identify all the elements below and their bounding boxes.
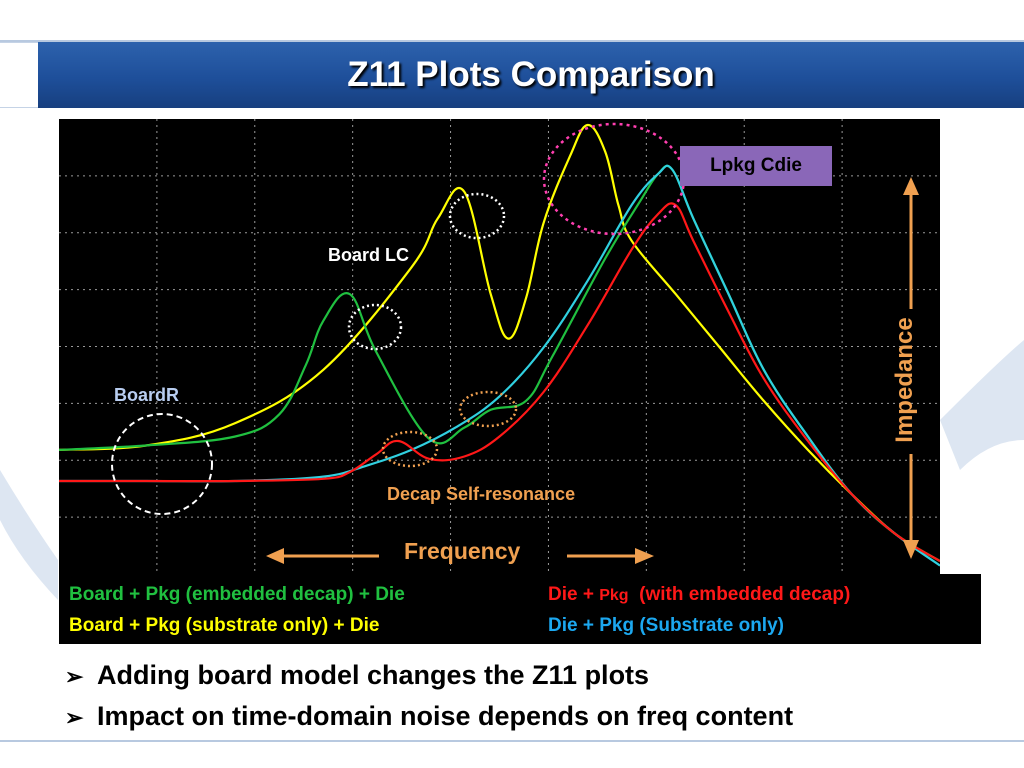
series-lines <box>59 123 940 567</box>
title-bar-left-panel <box>0 42 38 108</box>
lpkg-cdie-circle <box>542 122 686 236</box>
frequency-arrow <box>266 548 654 564</box>
top-rule <box>0 40 1024 42</box>
slide-title: Z11 Plots Comparison <box>347 55 715 94</box>
bullet-text: Impact on time-domain noise depends on f… <box>97 701 794 731</box>
annotation-board-lc: Board LC <box>328 245 409 265</box>
legend-entry-cyan: Die + Pkg (Substrate only) <box>548 615 784 636</box>
legend-red-part-3: (with embedded decap) <box>628 584 851 605</box>
z11-chart <box>59 119 940 574</box>
plot-area <box>59 119 940 574</box>
bullet-text: Adding board model changes the Z11 plots <box>97 660 650 690</box>
legend-entry-red: Die + Pkg (with embedded decap) <box>548 584 850 606</box>
annotation-lpkg-cdie: Lpkg Cdie <box>680 146 832 186</box>
impedance-arrow <box>903 177 919 559</box>
bottom-rule <box>0 740 1024 742</box>
legend-entry-green: Board + Pkg (embedded decap) + Die <box>69 584 405 605</box>
board-r-circle <box>111 413 213 515</box>
legend: Board + Pkg (embedded decap) + Die Board… <box>59 574 981 644</box>
series-line-4 <box>59 164 940 567</box>
grid <box>59 119 940 574</box>
decap-circle-2 <box>458 390 518 428</box>
x-axis-label: Frequency <box>404 538 521 564</box>
title-bar <box>38 42 1024 108</box>
bullet-marker-icon: ➢ <box>65 705 84 730</box>
bullet-1: ➢ Adding board model changes the Z11 plot… <box>65 660 649 691</box>
legend-red-part-1: Die + <box>548 584 600 605</box>
annotation-board-r: BoardR <box>114 385 180 405</box>
series-line-2 <box>59 123 940 563</box>
series-line-3 <box>59 202 940 563</box>
legend-entry-yellow: Board + Pkg (substrate only) + Die <box>69 615 380 636</box>
board-lc-circle-2 <box>347 303 403 351</box>
bullet-2: ➢ Impact on time-domain noise depends on … <box>65 701 793 732</box>
bullet-marker-icon: ➢ <box>65 664 84 689</box>
board-lc-circle-1 <box>448 192 506 240</box>
legend-red-part-2: Pkg <box>599 587 629 604</box>
annotation-decap-self-resonance: Decap Self-resonance <box>387 484 576 504</box>
y-axis-label: Impedance <box>891 317 918 443</box>
decap-circle-1 <box>381 430 439 468</box>
